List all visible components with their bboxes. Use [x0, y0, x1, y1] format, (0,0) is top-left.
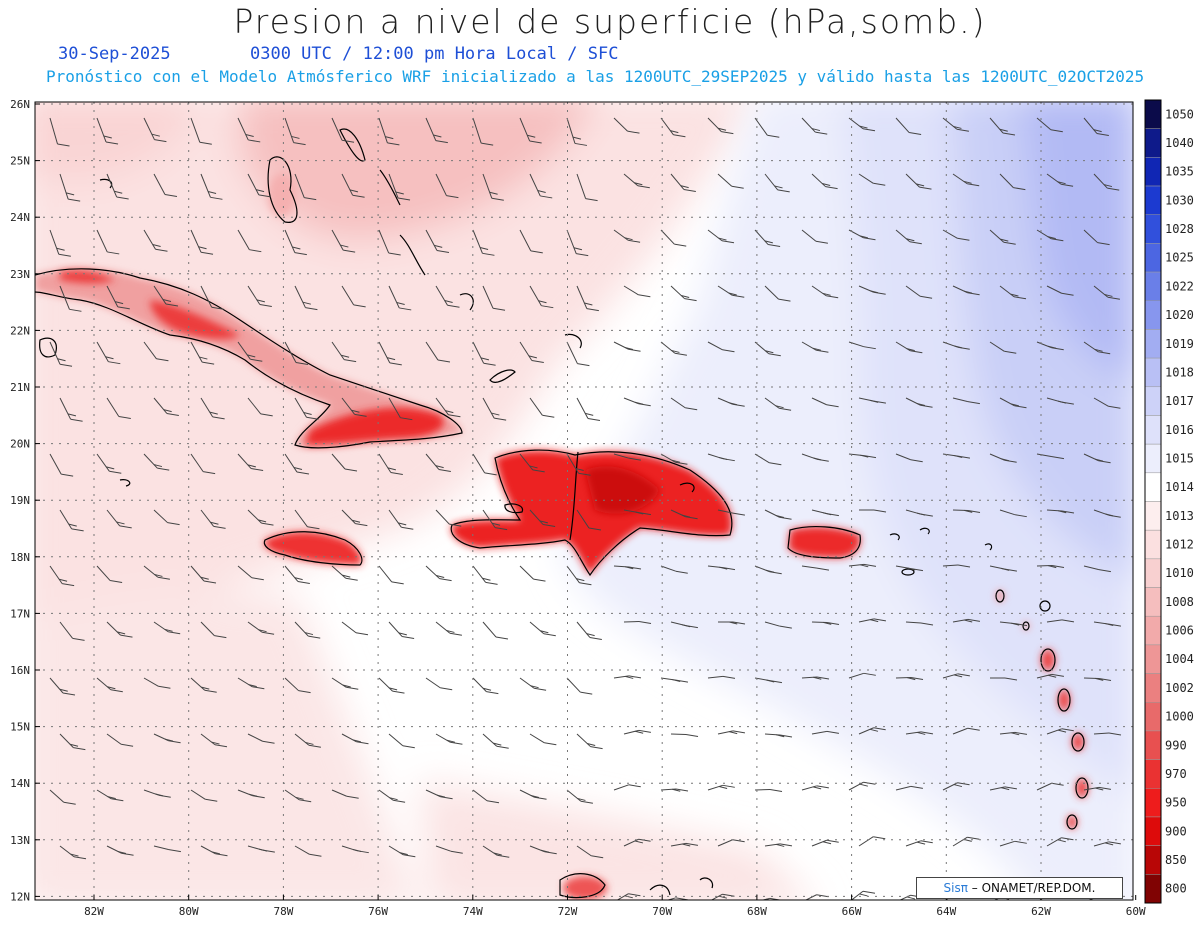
longitude-labels: 82W 80W 78W 76W 74W 72W 70W 68W 66W 64W 62W 60W — [84, 895, 1146, 918]
colorbar-label: 1018 — [1165, 365, 1194, 379]
colorbar-label: 1025 — [1165, 251, 1194, 265]
colorbar-label: 1017 — [1165, 394, 1194, 408]
lat-label: 26N — [10, 98, 30, 111]
lat-label: 17N — [10, 607, 30, 620]
lon-label: 80W — [179, 905, 199, 918]
colorbar-swatch — [1144, 816, 1162, 846]
colorbar-swatch — [1144, 99, 1162, 129]
lat-label: 24N — [10, 211, 30, 224]
colorbar-label: 1050 — [1165, 107, 1194, 121]
colorbar-swatch — [1144, 788, 1162, 818]
lat-label: 13N — [10, 834, 30, 847]
credit-box: Sisπ – ONAMET/REP.DOM. — [916, 877, 1123, 899]
lat-label: 22N — [10, 324, 30, 337]
lat-label: 21N — [10, 381, 30, 394]
colorbar-swatch — [1144, 243, 1162, 273]
colorbar-swatch — [1144, 702, 1162, 732]
forecast-description: Pronóstico con el Modelo Atmósferico WRF… — [46, 67, 1145, 86]
colorbar-swatch — [1144, 615, 1162, 646]
colorbar-swatch — [1144, 501, 1162, 531]
lat-label: 25N — [10, 155, 30, 168]
lat-lon-grid — [35, 102, 1133, 900]
colorbar-label: 950 — [1165, 796, 1187, 810]
colorbar-swatch — [1144, 587, 1162, 617]
colorbar-label: 1040 — [1165, 136, 1194, 150]
colorbar-label: 1019 — [1165, 337, 1194, 351]
colorbar-label: 850 — [1165, 853, 1187, 867]
colorbar-swatch — [1144, 443, 1162, 474]
colorbar-swatch — [1144, 644, 1162, 674]
colorbar-label: 1000 — [1165, 710, 1194, 724]
coastlines — [35, 128, 1089, 899]
sispi-logo: Sisπ — [943, 881, 968, 895]
lat-label: 19N — [10, 494, 30, 507]
colorbar-swatch — [1144, 185, 1162, 215]
lon-label: 62W — [1031, 905, 1051, 918]
colorbar-label: 1028 — [1165, 222, 1194, 236]
colorbar-label: 800 — [1165, 882, 1187, 896]
wind-barbs — [49, 117, 1122, 900]
colorbar-label: 1002 — [1165, 681, 1194, 695]
colorbar-label: 1035 — [1165, 165, 1194, 179]
colorbar-label: 1030 — [1165, 193, 1194, 207]
colorbar-swatch — [1144, 128, 1162, 158]
lon-label: 82W — [84, 905, 104, 918]
colorbar-label: 1016 — [1165, 423, 1194, 437]
colorbar-label: 990 — [1165, 738, 1187, 752]
colorbar-swatch — [1144, 357, 1162, 388]
colorbar-swatch — [1144, 673, 1162, 703]
map-frame — [34, 101, 1134, 901]
colorbar-swatch — [1144, 157, 1162, 187]
pressure-shading — [35, 102, 1133, 900]
lon-label: 78W — [273, 905, 293, 918]
colorbar-swatch — [1144, 415, 1162, 445]
lon-label: 70W — [652, 905, 672, 918]
lon-label: 66W — [842, 905, 862, 918]
colorbar-label: 1015 — [1165, 451, 1194, 465]
colorbar-swatch — [1144, 271, 1162, 302]
lat-label: 12N — [10, 890, 30, 903]
colorbar-swatch — [1144, 300, 1162, 330]
valid-time: 0300 UTC / 12:00 pm Hora Local / SFC — [250, 44, 619, 64]
colorbar-swatch — [1144, 529, 1162, 560]
colorbar-swatch — [1144, 874, 1162, 904]
lon-label: 64W — [936, 905, 956, 918]
latitude-labels: 26N 25N 24N 23N 22N 21N 20N 19N 18N 17N 16N 15N 14N 1… — [10, 98, 40, 903]
lon-label: 72W — [558, 905, 578, 918]
colorbar-swatch — [1144, 214, 1162, 244]
colorbar-swatch — [1144, 386, 1162, 416]
colorbar-label: 970 — [1165, 767, 1187, 781]
colorbar-label: 1013 — [1165, 509, 1194, 523]
colorbar-label: 1008 — [1165, 595, 1194, 609]
lat-label: 14N — [10, 777, 30, 790]
lat-label: 20N — [10, 438, 30, 451]
colorbar-label: 1006 — [1165, 624, 1194, 638]
map-title: Presion a nivel de superficie (hPa,somb.… — [233, 2, 987, 41]
colorbar-swatch — [1144, 845, 1162, 875]
colorbar-swatch — [1144, 759, 1162, 789]
colorbar-label: 900 — [1165, 824, 1187, 838]
colorbar-swatch — [1144, 329, 1162, 359]
colorbar-label: 1022 — [1165, 279, 1194, 293]
lat-label: 16N — [10, 664, 30, 677]
lon-label: 76W — [368, 905, 388, 918]
colorbar-swatch — [1144, 472, 1162, 502]
lon-label: 74W — [463, 905, 483, 918]
lat-label: 18N — [10, 551, 30, 564]
colorbar-label: 1004 — [1165, 652, 1194, 666]
colorbar-label: 1014 — [1165, 480, 1194, 494]
lon-label: 60W — [1126, 905, 1146, 918]
lat-label: 23N — [10, 268, 30, 281]
colorbar-swatch — [1144, 730, 1162, 760]
credit-text: – ONAMET/REP.DOM. — [971, 881, 1096, 895]
lon-label: 68W — [747, 905, 767, 918]
colorbar-swatch — [1144, 558, 1162, 588]
colorbar-label: 1010 — [1165, 566, 1194, 580]
colorbar-label: 1020 — [1165, 308, 1194, 322]
colorbar: 1050 1040 1035 1030 1028 1025 1022 1020 1019 1018… — [1144, 99, 1194, 904]
lat-label: 15N — [10, 721, 30, 734]
forecast-date: 30-Sep-2025 — [58, 44, 171, 64]
colorbar-label: 1012 — [1165, 538, 1194, 552]
